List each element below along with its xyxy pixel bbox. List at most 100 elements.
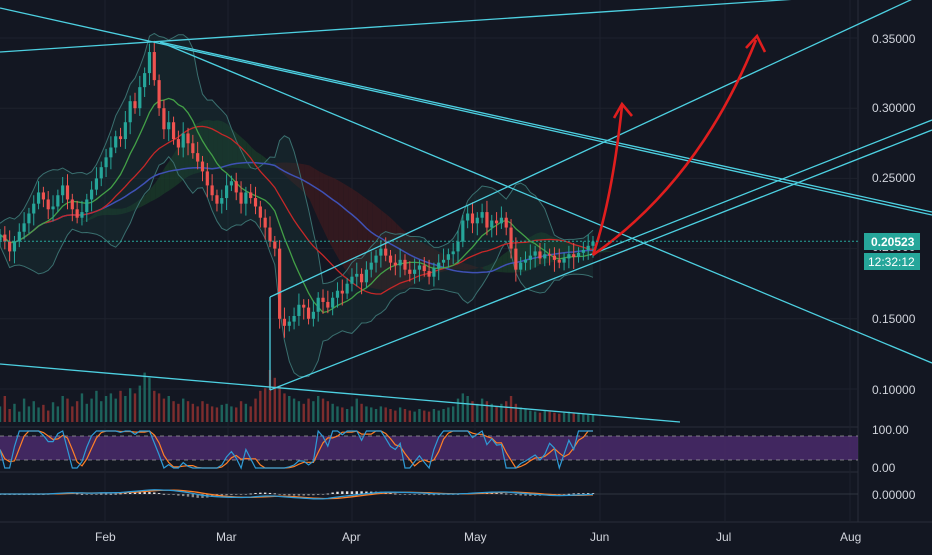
volume-bar <box>346 409 348 422</box>
volume-bar <box>110 393 112 422</box>
candle-body <box>384 249 387 256</box>
volume-bar <box>153 391 155 422</box>
volume-bar <box>206 404 208 422</box>
candle-body <box>114 136 117 147</box>
macd-histogram-bar <box>119 494 121 495</box>
candle-body <box>461 221 464 242</box>
volume-bar <box>322 399 324 422</box>
candle-body <box>80 212 83 218</box>
candle-body <box>278 249 281 319</box>
macd-histogram-bar <box>245 494 247 495</box>
volume-bar <box>28 406 30 422</box>
candle-body <box>538 251 541 258</box>
macd-histogram-bar <box>322 494 324 495</box>
candle-body <box>302 305 305 308</box>
candle-body <box>370 263 373 270</box>
candle-body <box>172 122 175 139</box>
volume-bar <box>548 412 550 422</box>
macd-histogram-bar <box>177 494 179 496</box>
volume-bar <box>259 391 261 422</box>
candle-body <box>191 143 194 153</box>
volume-bar <box>452 406 454 422</box>
volume-bar <box>336 406 338 422</box>
candle-body <box>476 218 479 224</box>
candle-body <box>66 185 69 199</box>
macd-histogram-bar <box>153 492 155 494</box>
macd-histogram-bar <box>81 494 83 495</box>
macd-histogram-bar <box>327 494 329 495</box>
macd-histogram-bar <box>225 494 227 495</box>
time-tick-may: May <box>464 530 487 544</box>
macd-histogram-bar <box>331 493 333 494</box>
volume-bar <box>230 406 232 422</box>
macd-histogram-bar <box>264 493 266 494</box>
candle-body <box>471 214 474 224</box>
volume-bar <box>298 401 300 422</box>
candle-body <box>365 270 368 283</box>
macd-histogram-bar <box>240 494 242 495</box>
volume-bar <box>375 409 377 422</box>
volume-bar <box>71 406 73 422</box>
candle-body <box>437 263 440 269</box>
candle-body <box>254 198 257 206</box>
volume-bar <box>134 393 136 422</box>
volume-bar <box>331 404 333 422</box>
candle-body <box>129 101 132 122</box>
volume-bar <box>510 396 512 422</box>
volume-bar <box>303 404 305 422</box>
candle-body <box>466 214 469 221</box>
candle-body <box>215 195 218 203</box>
candle-body <box>529 256 532 260</box>
volume-bar <box>413 412 415 422</box>
volume-bar <box>148 378 150 422</box>
volume-bar <box>553 413 555 422</box>
volume-bar <box>341 407 343 422</box>
volume-bar <box>399 407 401 422</box>
candle-body <box>509 228 512 249</box>
candle-body <box>360 274 363 282</box>
volume-bar <box>384 407 386 422</box>
candle-body <box>591 242 594 246</box>
macd-histogram-bar <box>172 494 174 495</box>
price-tick: 0.30000 <box>872 101 916 115</box>
volume-bar <box>534 412 536 422</box>
macd-histogram-bar <box>90 494 92 495</box>
cloud-segment <box>324 174 329 241</box>
stoch-tick-100: 100.00 <box>872 423 909 437</box>
candle-body <box>182 133 185 147</box>
macd-histogram-bar <box>341 491 343 494</box>
candle-body <box>3 235 6 242</box>
candle-body <box>553 256 556 260</box>
macd-histogram-bar <box>515 494 517 495</box>
macd-histogram-bar <box>293 494 295 496</box>
volume-bar <box>115 399 117 422</box>
volume-bar <box>57 406 59 422</box>
candle-body <box>505 218 508 228</box>
volume-bar <box>95 391 97 422</box>
candle-body <box>211 185 214 195</box>
volume-bar <box>52 402 54 422</box>
candle-body <box>235 181 238 192</box>
volume-bar <box>317 396 319 422</box>
candle-body <box>61 185 64 195</box>
volume-bar <box>356 399 358 422</box>
volume-bar <box>124 396 126 422</box>
volume-bar <box>119 391 121 422</box>
volume-bar <box>216 407 218 422</box>
volume-bar <box>360 404 362 422</box>
volume-bar <box>327 401 329 422</box>
candle-body <box>331 298 334 308</box>
candle-body <box>514 249 517 270</box>
volume-bar <box>524 409 526 422</box>
candle-body <box>201 162 204 172</box>
candle-body <box>312 312 315 319</box>
candle-body <box>230 181 233 185</box>
candle-body <box>307 308 310 319</box>
volume-bar <box>100 401 102 422</box>
candle-body <box>196 153 199 161</box>
volume-bar <box>172 401 174 422</box>
volume-bar <box>283 393 285 422</box>
macd-histogram-bar <box>510 494 512 495</box>
